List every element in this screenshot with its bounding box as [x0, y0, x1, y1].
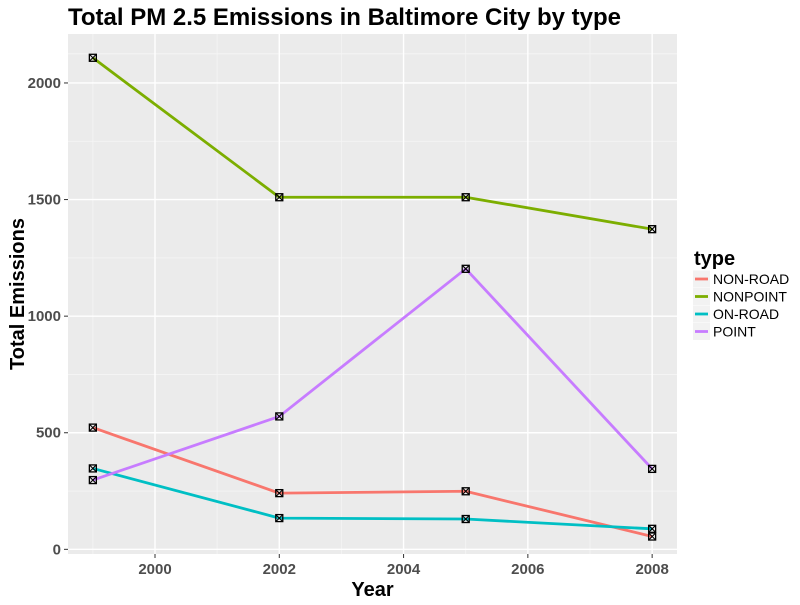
point-cross-mark	[88, 476, 97, 484]
legend-label-point: POINT	[713, 324, 756, 340]
point-square-mark	[275, 513, 284, 523]
legend-item-non-road: NON-ROAD	[693, 270, 789, 288]
data-point-non-road	[647, 532, 657, 541]
series-points	[88, 53, 657, 541]
data-point-on-road	[461, 514, 470, 524]
data-point-nonpoint	[88, 53, 98, 62]
data-point-nonpoint	[275, 193, 284, 202]
point-cross-mark	[648, 532, 657, 541]
point-square-mark	[275, 193, 284, 202]
grid-layer	[68, 34, 677, 554]
x-tick-label: 2002	[263, 561, 296, 578]
data-point-non-road	[88, 423, 98, 432]
series-line-point	[92, 267, 654, 482]
point-cross-mark	[275, 489, 284, 498]
point-square-mark	[88, 423, 98, 432]
legend-label-nonpoint: NONPOINT	[713, 289, 787, 305]
data-point-point	[461, 264, 470, 273]
point-square-mark	[647, 464, 657, 474]
x-tick-label: 2004	[387, 561, 421, 578]
point-cross-mark	[461, 264, 470, 273]
data-point-non-road	[275, 488, 284, 498]
point-cross-mark	[275, 514, 284, 522]
data-point-on-road	[647, 524, 657, 533]
series-line-non-road	[92, 426, 653, 538]
data-point-on-road	[275, 513, 284, 523]
axis-ticks: 2000 2002 2004 2006 2008 0 500 1000 1500 2000	[28, 75, 669, 578]
point-cross-mark	[461, 193, 470, 202]
point-square-mark	[461, 514, 470, 524]
series-line-on-road	[92, 467, 653, 531]
point-cross-mark	[88, 423, 97, 432]
point-square-mark	[647, 524, 657, 533]
point-square-mark	[461, 193, 470, 202]
data-point-point	[275, 412, 284, 421]
point-square-mark	[275, 412, 284, 421]
data-point-non-road	[461, 487, 470, 496]
point-square-mark	[647, 532, 657, 541]
y-tick-label: 0	[53, 541, 61, 558]
legend-label-non-road: NON-ROAD	[713, 271, 789, 287]
legend-item-on-road: ON-ROAD	[693, 305, 779, 323]
point-square-mark	[88, 475, 98, 485]
point-square-mark	[275, 488, 284, 498]
legend-item-nonpoint: NONPOINT	[693, 288, 787, 305]
y-tick-label: 1500	[28, 192, 61, 209]
data-point-on-road	[88, 464, 98, 473]
legend-item-point: POINT	[693, 323, 756, 340]
y-axis-title: Total Emissions	[7, 218, 29, 370]
y-tick-label: 2000	[28, 75, 61, 92]
data-point-point	[88, 475, 98, 485]
x-tick-label: 2000	[138, 561, 171, 578]
point-cross-mark	[648, 225, 657, 234]
plot-panel	[68, 34, 677, 554]
data-point-nonpoint	[647, 225, 657, 234]
point-square-mark	[647, 225, 657, 234]
series-lines	[92, 56, 654, 538]
point-square-mark	[88, 464, 98, 473]
point-square-mark	[461, 264, 470, 273]
y-tick-label: 1000	[28, 308, 61, 325]
x-tick-label: 2006	[511, 561, 544, 578]
point-square-mark	[461, 487, 470, 496]
legend-label-on-road: ON-ROAD	[713, 306, 779, 322]
y-tick-label: 500	[36, 425, 61, 442]
series-line-nonpoint	[92, 56, 653, 231]
x-axis-title: Year	[351, 579, 393, 600]
point-square-mark	[88, 53, 98, 62]
data-point-point	[647, 464, 657, 474]
point-cross-mark	[88, 53, 97, 62]
point-cross-mark	[461, 487, 470, 496]
point-cross-mark	[461, 515, 470, 523]
point-cross-mark	[648, 524, 657, 533]
legend-title: type	[694, 248, 735, 270]
x-tick-label: 2008	[635, 561, 668, 578]
point-cross-mark	[275, 193, 284, 202]
point-cross-mark	[648, 464, 657, 473]
data-point-nonpoint	[461, 193, 470, 202]
chart-title: Total PM 2.5 Emissions in Baltimore City…	[68, 4, 621, 31]
point-cross-mark	[88, 464, 97, 473]
point-cross-mark	[275, 412, 284, 421]
